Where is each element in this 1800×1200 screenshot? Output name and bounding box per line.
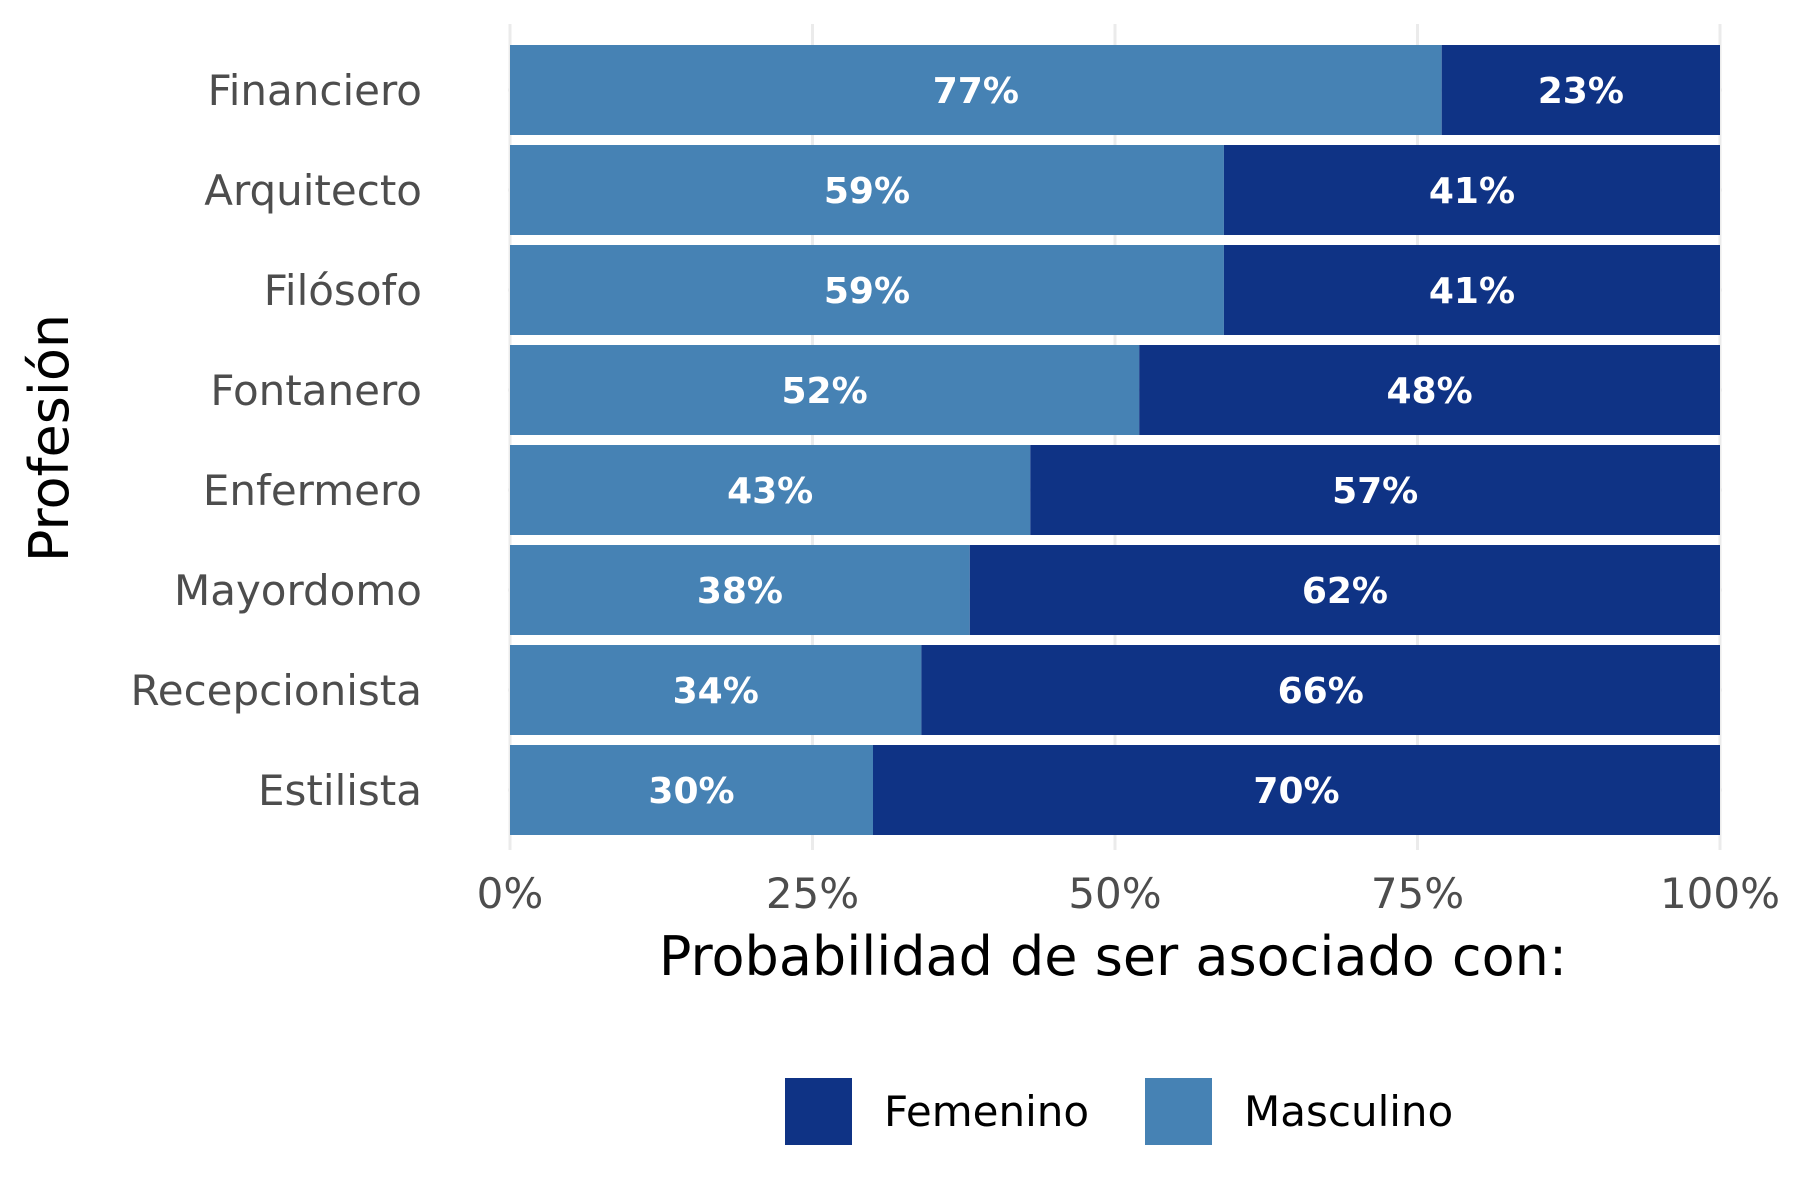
bar-masculino bbox=[510, 145, 1224, 235]
bar-masculino bbox=[510, 345, 1140, 435]
y-tick-labels: Financiero Arquitecto Filósofo Fontanero Enf… bbox=[130, 66, 422, 815]
bar-value-label: 52% bbox=[782, 371, 868, 412]
bar-value-label: 30% bbox=[648, 771, 734, 812]
bar-value-label: 57% bbox=[1332, 471, 1418, 512]
bar-value-label: 41% bbox=[1429, 171, 1515, 212]
bar-femenino bbox=[921, 645, 1720, 735]
bar-value-label: 59% bbox=[824, 271, 910, 312]
y-tick-label: Estilista bbox=[258, 766, 422, 815]
y-tick-label: Arquitecto bbox=[204, 166, 422, 215]
bar-value-label: 23% bbox=[1538, 71, 1624, 112]
x-tick-label: 50% bbox=[1068, 869, 1161, 918]
bar-femenino bbox=[873, 745, 1720, 835]
x-tick-label: 0% bbox=[477, 869, 544, 918]
bar-femenino bbox=[1030, 445, 1720, 535]
legend-item-masculino: Masculino bbox=[1145, 1078, 1453, 1145]
bar-value-label: 38% bbox=[697, 571, 783, 612]
bar-masculino bbox=[510, 45, 1442, 135]
bar-masculino bbox=[510, 645, 922, 735]
bar-value-label: 34% bbox=[673, 671, 759, 712]
y-axis-title: Profesión bbox=[18, 314, 81, 562]
bar-value-label: 66% bbox=[1278, 671, 1364, 712]
bar-femenino bbox=[1139, 345, 1720, 435]
y-tick-label: Filósofo bbox=[264, 266, 422, 315]
bar-value-label: 70% bbox=[1253, 771, 1339, 812]
bar-value-label: 77% bbox=[933, 71, 1019, 112]
bar-value-label: 48% bbox=[1387, 371, 1473, 412]
bar-femenino bbox=[1223, 245, 1720, 335]
x-axis-title: Probabilidad de ser asociado con: bbox=[659, 925, 1567, 988]
x-tick-labels: 0% 25% 50% 75% 100% bbox=[477, 869, 1780, 918]
bar-value-label: 41% bbox=[1429, 271, 1515, 312]
x-tick-label: 75% bbox=[1371, 869, 1464, 918]
bar-femenino bbox=[969, 545, 1720, 635]
legend-swatch bbox=[1145, 1078, 1212, 1145]
bar-masculino bbox=[510, 245, 1224, 335]
bar-femenino bbox=[1441, 45, 1720, 135]
bar-femenino bbox=[1223, 145, 1720, 235]
bar-value-label: 62% bbox=[1302, 571, 1388, 612]
legend: Femenino Masculino bbox=[785, 1078, 1453, 1145]
y-tick-label: Recepcionista bbox=[130, 666, 422, 715]
legend-label: Femenino bbox=[884, 1087, 1089, 1136]
bar-masculino bbox=[510, 545, 970, 635]
bar-value-label: 59% bbox=[824, 171, 910, 212]
legend-swatch bbox=[785, 1078, 852, 1145]
bar-value-label: 43% bbox=[727, 471, 813, 512]
legend-label: Masculino bbox=[1244, 1087, 1453, 1136]
y-tick-label: Enfermero bbox=[203, 466, 422, 515]
x-tick-label: 100% bbox=[1660, 869, 1780, 918]
bar-layer: 77% 23% 59% 41% 59% 41% 52% 48% 43% 57% 38% 62% 34% 6… bbox=[510, 45, 1720, 835]
bar-masculino bbox=[510, 745, 873, 835]
y-tick-label: Mayordomo bbox=[174, 566, 422, 615]
y-tick-label: Fontanero bbox=[210, 366, 422, 415]
y-tick-label: Financiero bbox=[208, 66, 422, 115]
x-tick-label: 25% bbox=[766, 869, 859, 918]
legend-item-femenino: Femenino bbox=[785, 1078, 1089, 1145]
bar-masculino bbox=[510, 445, 1031, 535]
